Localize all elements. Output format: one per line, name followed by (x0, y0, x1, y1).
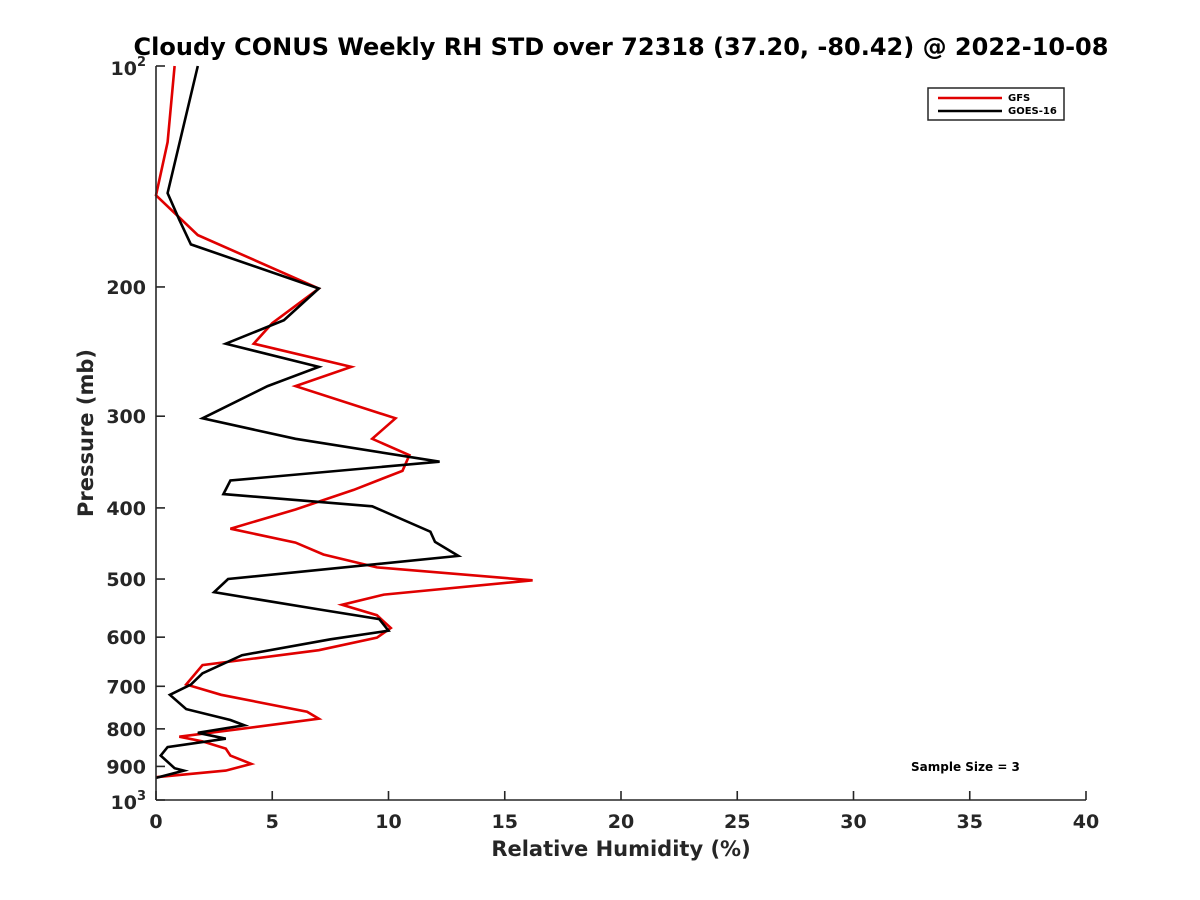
x-tick-label: 35 (957, 811, 983, 833)
x-tick-label: 30 (840, 811, 866, 833)
x-tick-label: 40 (1073, 811, 1099, 833)
y-tick-label: 103 (111, 789, 147, 814)
legend: GFS GOES-16 (927, 87, 1065, 121)
y-axis-label: Pressure (mb) (74, 349, 98, 517)
legend-box (927, 87, 1065, 121)
x-ticks: 0 5 10 15 20 25 30 35 40 (149, 791, 1099, 833)
chart-title: Cloudy CONUS Weekly RH STD over 72318 (3… (134, 33, 1109, 61)
y-tick-label: 400 (106, 498, 146, 520)
y-tick-label: 200 (106, 277, 146, 299)
y-tick-label: 900 (106, 756, 146, 778)
y-tick-label: 300 (106, 406, 146, 428)
legend-label-gfs: GFS (1008, 93, 1030, 104)
x-tick-label: 25 (724, 811, 750, 833)
x-tick-label: 10 (375, 811, 401, 833)
y-tick-label: 102 (111, 55, 147, 80)
series-line-goes16 (155, 65, 463, 780)
y-tick-label: 600 (106, 627, 146, 649)
y-tick-label: 500 (106, 569, 146, 591)
sample-size-annotation: Sample Size = 3 (911, 760, 1020, 774)
x-tick-label: 0 (149, 811, 162, 833)
legend-label-goes16: GOES-16 (1008, 106, 1057, 117)
y-ticks: 102 200 300 400 500 600 700 800 900 103 (106, 55, 165, 814)
y-tick-label: 800 (106, 719, 146, 741)
y-tick-label: 700 (106, 676, 146, 698)
x-tick-label: 15 (492, 811, 518, 833)
axes (155, 66, 1086, 801)
x-axis-label: Relative Humidity (%) (491, 837, 750, 861)
x-tick-label: 5 (266, 811, 279, 833)
x-tick-label: 20 (608, 811, 634, 833)
series-layer (154, 65, 533, 780)
